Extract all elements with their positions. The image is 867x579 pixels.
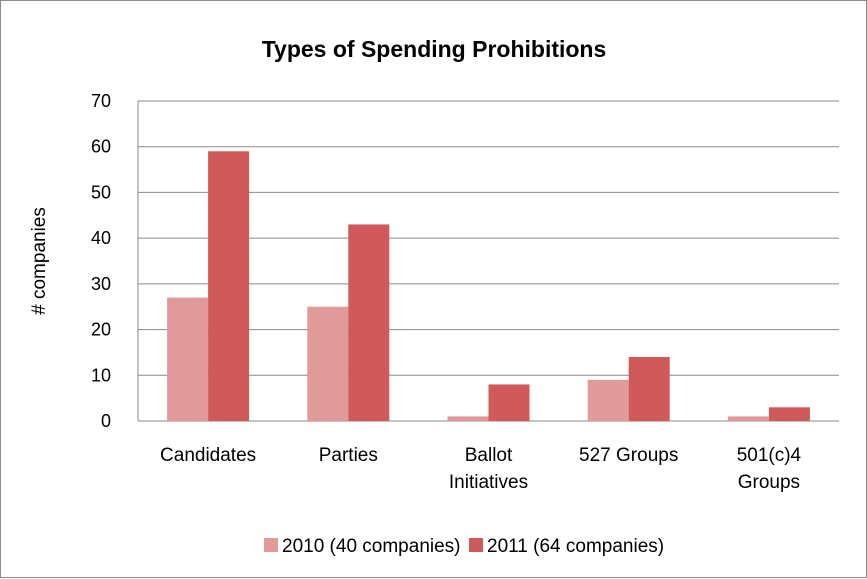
x-category-label: 501(c)4 [737,445,802,466]
y-axis-title: # companies [29,207,50,315]
x-category-label: Initiatives [449,472,528,493]
legend-swatch [264,538,278,552]
y-tick-label: 70 [91,91,111,111]
y-tick-label: 20 [91,320,111,340]
x-category-label: 527 Groups [579,445,678,466]
x-category-label: Parties [319,445,378,466]
gridlines [137,100,839,422]
bar-series1 [587,379,629,421]
y-tick-labels: 0 10 20 30 40 50 60 70 [91,91,111,431]
y-tick-label: 10 [91,365,111,385]
legend-swatch [469,538,483,552]
bar-series1 [447,416,489,421]
y-tick-label: 0 [101,411,111,431]
bar-series2 [628,357,670,421]
bar-series2 [208,151,250,422]
bar-series2 [348,224,390,421]
legend-label: 2010 (40 companies) [282,536,461,557]
y-tick-label: 50 [91,182,111,202]
x-category-label: Ballot [465,445,513,466]
y-tick-label: 30 [91,274,111,294]
legend: 2010 (40 companies) 2011 (64 companies) [264,536,664,557]
y-tick-label: 40 [91,228,111,248]
x-category-label: Groups [738,472,800,493]
bars [167,151,810,422]
x-category-label: Candidates [160,445,256,466]
bar-series2 [768,407,810,421]
bar-series1 [727,416,769,421]
bar-series1 [307,306,349,421]
legend-label: 2011 (64 companies) [487,536,664,557]
x-category-labels: Candidates Parties Ballot Initiatives 527 Gr… [160,445,802,493]
bar-series1 [167,297,209,421]
chart-title: Types of Spending Prohibitions [262,36,607,62]
y-tick-label: 60 [91,137,111,157]
bar-series2 [488,384,530,421]
